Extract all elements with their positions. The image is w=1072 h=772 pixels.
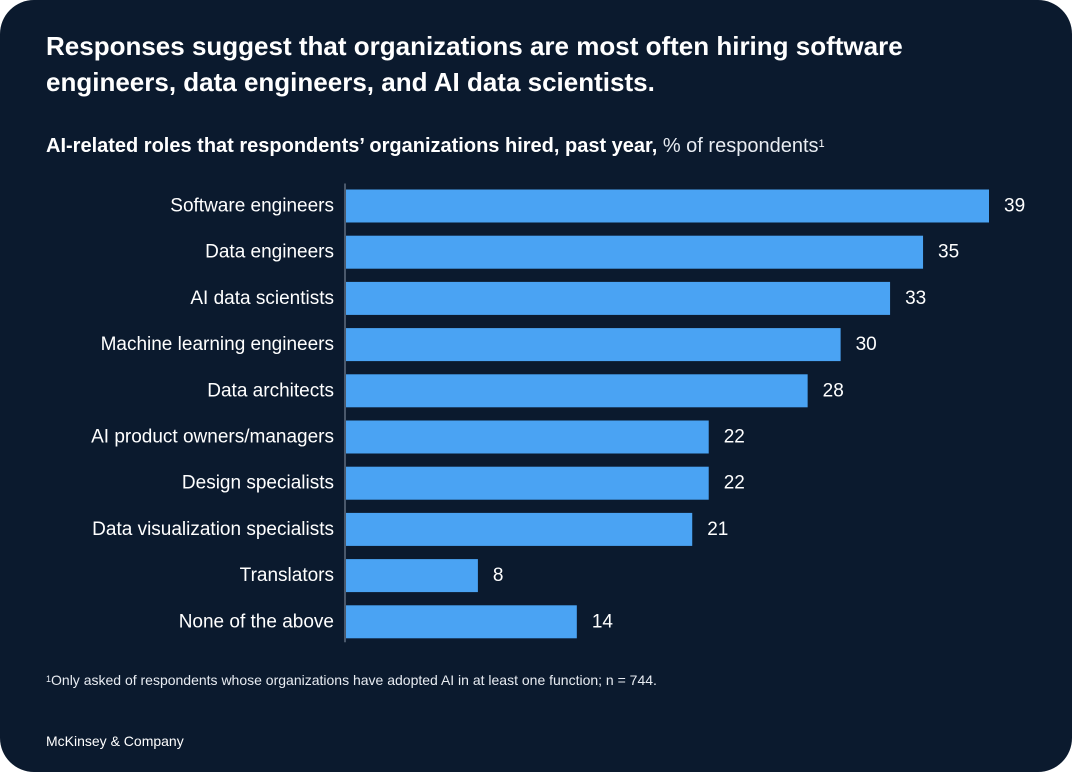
bar [346, 466, 709, 500]
bar [346, 281, 891, 315]
value-label: 35 [938, 242, 959, 263]
category-label: Data engineers [205, 242, 334, 263]
category-label: Design specialists [182, 473, 334, 494]
category-label: None of the above [179, 611, 334, 632]
category-label: AI data scientists [190, 288, 334, 309]
value-label: 21 [707, 519, 728, 540]
bar [346, 420, 709, 454]
bar [346, 512, 693, 546]
category-label: Data visualization specialists [92, 519, 334, 540]
brand-name: McKinsey & Company [46, 733, 184, 749]
value-label: 8 [493, 565, 504, 586]
category-label: Machine learning engineers [101, 334, 334, 355]
footnote-text: Only asked of respondents whose organiza… [51, 672, 657, 688]
bar-group: Design specialists 22 [182, 466, 745, 500]
category-label: Data architects [207, 380, 334, 401]
value-label: 39 [1004, 196, 1025, 217]
bar-group: Translators 8 [240, 559, 504, 593]
headline: Responses suggest that organizations are… [46, 31, 903, 97]
category-label: Translators [240, 565, 334, 586]
bar [346, 235, 924, 269]
category-label: AI product owners/managers [91, 427, 334, 448]
chart-subtitle: AI-related roles that respondents’ organ… [46, 132, 825, 160]
bar [346, 189, 989, 223]
bar-group: AI data scientists 33 [190, 281, 926, 315]
bar [346, 605, 577, 639]
subtitle-bold: AI-related roles that respondents’ organ… [46, 135, 658, 157]
category-label: Software engineers [170, 196, 334, 217]
bar [346, 374, 808, 408]
bar-chart: Software engineers 39 Data engineers 35 AI d… [91, 183, 1025, 643]
bar-group: Software engineers 39 [170, 189, 1025, 223]
bar [346, 328, 841, 362]
subtitle-unit: % of respondents [662, 135, 819, 157]
bar-group: Data engineers 35 [205, 235, 959, 269]
value-label: 30 [856, 334, 877, 355]
value-label: 22 [724, 473, 745, 494]
value-label: 14 [592, 611, 614, 632]
bar-group: Data architects 28 [207, 374, 844, 408]
bar-group: None of the above 14 [179, 605, 614, 639]
footnote-marker: 1 [46, 674, 52, 684]
bar-group: AI product owners/managers 22 [91, 420, 745, 454]
value-label: 33 [905, 288, 926, 309]
bar-group: Machine learning engineers 30 [101, 328, 877, 362]
subtitle-footnote-marker: 1 [818, 138, 825, 150]
footnote: 1Only asked of respondents whose organiz… [46, 670, 657, 690]
bar [346, 559, 478, 593]
bar-group: Data visualization specialists 21 [92, 512, 728, 546]
value-label: 28 [823, 380, 844, 401]
value-label: 22 [724, 427, 745, 448]
